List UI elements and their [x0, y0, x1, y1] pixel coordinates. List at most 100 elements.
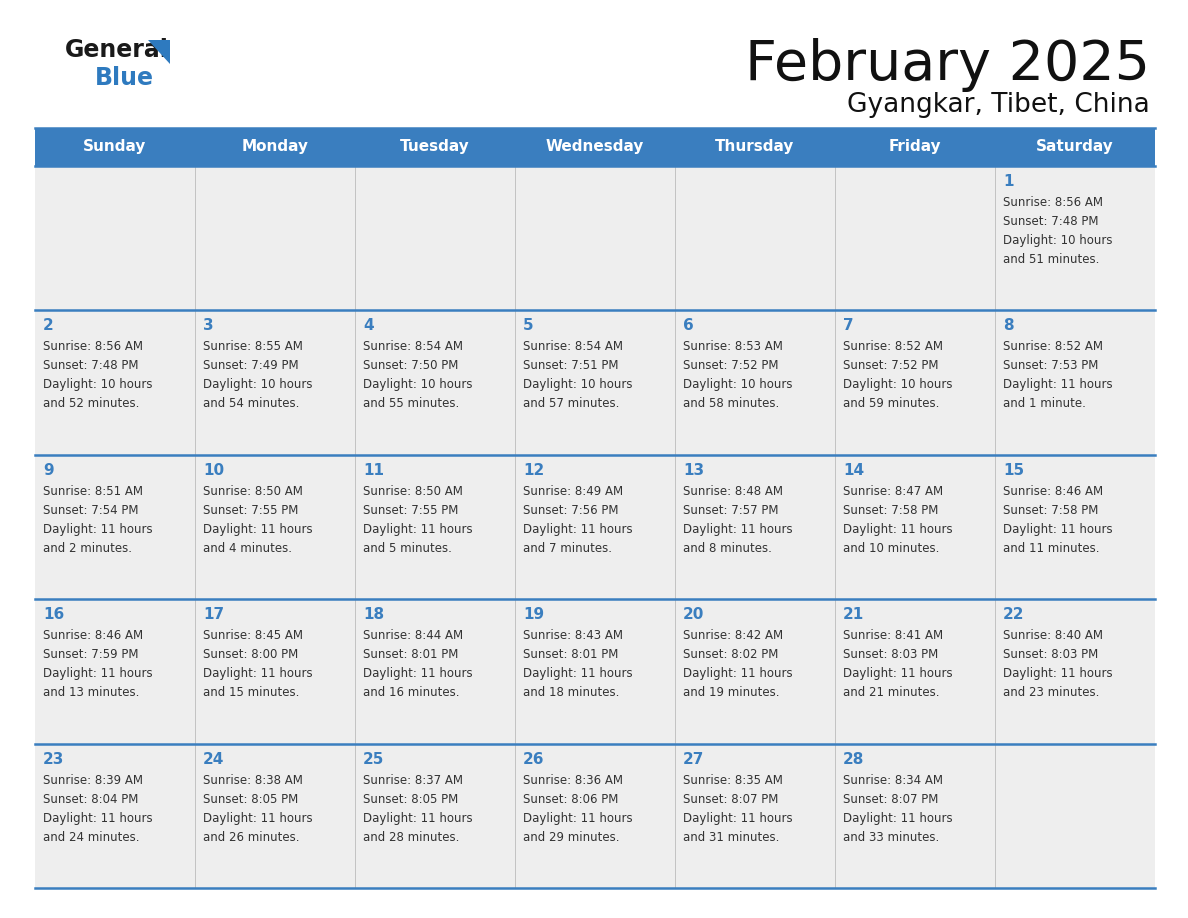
Text: and 2 minutes.: and 2 minutes. — [43, 542, 132, 554]
Text: and 1 minute.: and 1 minute. — [1003, 397, 1086, 410]
Text: 25: 25 — [364, 752, 385, 767]
Text: 16: 16 — [43, 607, 64, 622]
Text: 6: 6 — [683, 319, 694, 333]
Text: 1: 1 — [1003, 174, 1013, 189]
Text: and 18 minutes.: and 18 minutes. — [523, 686, 619, 700]
Text: Monday: Monday — [241, 140, 309, 154]
Bar — [996, 310, 1155, 454]
Text: Sunrise: 8:40 AM: Sunrise: 8:40 AM — [1003, 629, 1102, 643]
Text: Sunset: 7:55 PM: Sunset: 7:55 PM — [203, 504, 298, 517]
Text: and 24 minutes.: and 24 minutes. — [43, 831, 139, 844]
Text: Sunrise: 8:49 AM: Sunrise: 8:49 AM — [523, 485, 624, 498]
Text: Sunset: 8:04 PM: Sunset: 8:04 PM — [43, 792, 138, 806]
Text: Daylight: 10 hours: Daylight: 10 hours — [683, 378, 792, 391]
Text: Sunrise: 8:52 AM: Sunrise: 8:52 AM — [1003, 341, 1102, 353]
Text: Sunset: 8:06 PM: Sunset: 8:06 PM — [523, 792, 619, 806]
Text: Sunrise: 8:37 AM: Sunrise: 8:37 AM — [364, 774, 463, 787]
Text: Daylight: 11 hours: Daylight: 11 hours — [1003, 378, 1113, 391]
Text: Sunrise: 8:51 AM: Sunrise: 8:51 AM — [43, 485, 143, 498]
Text: and 7 minutes.: and 7 minutes. — [523, 542, 612, 554]
Text: and 23 minutes.: and 23 minutes. — [1003, 686, 1099, 700]
Text: Gyangkar, Tibet, China: Gyangkar, Tibet, China — [847, 92, 1150, 118]
Text: Sunrise: 8:41 AM: Sunrise: 8:41 AM — [843, 629, 943, 643]
Text: Daylight: 11 hours: Daylight: 11 hours — [203, 812, 312, 824]
Text: 3: 3 — [203, 319, 214, 333]
Bar — [34, 166, 195, 310]
Text: Daylight: 11 hours: Daylight: 11 hours — [523, 667, 633, 680]
Text: Blue: Blue — [95, 66, 154, 90]
Text: 24: 24 — [203, 752, 225, 767]
Text: Sunset: 7:56 PM: Sunset: 7:56 PM — [523, 504, 619, 517]
Text: Daylight: 11 hours: Daylight: 11 hours — [1003, 522, 1113, 536]
Text: Sunset: 7:50 PM: Sunset: 7:50 PM — [364, 360, 459, 373]
Text: Sunset: 7:51 PM: Sunset: 7:51 PM — [523, 360, 619, 373]
Text: and 59 minutes.: and 59 minutes. — [843, 397, 940, 410]
Bar — [355, 310, 516, 454]
Text: Sunset: 7:58 PM: Sunset: 7:58 PM — [843, 504, 939, 517]
Text: Sunset: 7:59 PM: Sunset: 7:59 PM — [43, 648, 139, 661]
Text: Friday: Friday — [889, 140, 941, 154]
Bar — [835, 310, 996, 454]
Bar — [675, 166, 835, 310]
Text: 23: 23 — [43, 752, 64, 767]
Bar — [996, 744, 1155, 888]
Text: Sunset: 7:52 PM: Sunset: 7:52 PM — [843, 360, 939, 373]
Text: and 28 minutes.: and 28 minutes. — [364, 831, 460, 844]
Bar — [516, 599, 675, 744]
Text: 22: 22 — [1003, 607, 1024, 622]
Text: 21: 21 — [843, 607, 864, 622]
Text: Daylight: 11 hours: Daylight: 11 hours — [203, 522, 312, 536]
Bar — [835, 454, 996, 599]
Text: Sunrise: 8:44 AM: Sunrise: 8:44 AM — [364, 629, 463, 643]
Bar — [355, 166, 516, 310]
Text: and 33 minutes.: and 33 minutes. — [843, 831, 940, 844]
Text: Sunset: 7:53 PM: Sunset: 7:53 PM — [1003, 360, 1099, 373]
Text: and 58 minutes.: and 58 minutes. — [683, 397, 779, 410]
Text: Daylight: 11 hours: Daylight: 11 hours — [683, 812, 792, 824]
Text: Sunrise: 8:39 AM: Sunrise: 8:39 AM — [43, 774, 143, 787]
Text: 17: 17 — [203, 607, 225, 622]
Text: Daylight: 11 hours: Daylight: 11 hours — [683, 522, 792, 536]
Text: and 21 minutes.: and 21 minutes. — [843, 686, 940, 700]
Bar — [355, 599, 516, 744]
Text: and 26 minutes.: and 26 minutes. — [203, 831, 299, 844]
Text: 7: 7 — [843, 319, 854, 333]
Text: Daylight: 11 hours: Daylight: 11 hours — [843, 812, 953, 824]
Text: General: General — [65, 38, 169, 62]
Text: February 2025: February 2025 — [745, 38, 1150, 92]
Bar — [675, 599, 835, 744]
Bar — [675, 744, 835, 888]
Text: Sunset: 7:55 PM: Sunset: 7:55 PM — [364, 504, 459, 517]
Text: Sunrise: 8:42 AM: Sunrise: 8:42 AM — [683, 629, 783, 643]
Text: Tuesday: Tuesday — [400, 140, 470, 154]
Text: Daylight: 11 hours: Daylight: 11 hours — [43, 522, 152, 536]
Bar — [675, 310, 835, 454]
Bar — [516, 454, 675, 599]
Text: Daylight: 11 hours: Daylight: 11 hours — [43, 812, 152, 824]
Text: and 15 minutes.: and 15 minutes. — [203, 686, 299, 700]
Text: Thursday: Thursday — [715, 140, 795, 154]
Text: 26: 26 — [523, 752, 544, 767]
Text: 2: 2 — [43, 319, 53, 333]
Bar — [195, 599, 355, 744]
Text: and 19 minutes.: and 19 minutes. — [683, 686, 779, 700]
Bar — [34, 128, 1155, 166]
Text: Wednesday: Wednesday — [545, 140, 644, 154]
Text: Sunrise: 8:46 AM: Sunrise: 8:46 AM — [1003, 485, 1104, 498]
Bar — [996, 599, 1155, 744]
Text: Saturday: Saturday — [1036, 140, 1114, 154]
Text: Sunset: 8:01 PM: Sunset: 8:01 PM — [523, 648, 619, 661]
Bar — [835, 166, 996, 310]
Bar — [195, 454, 355, 599]
Text: Sunset: 7:52 PM: Sunset: 7:52 PM — [683, 360, 778, 373]
Text: and 13 minutes.: and 13 minutes. — [43, 686, 139, 700]
Text: Sunrise: 8:50 AM: Sunrise: 8:50 AM — [203, 485, 303, 498]
Text: Sunset: 7:58 PM: Sunset: 7:58 PM — [1003, 504, 1099, 517]
Text: Sunset: 8:03 PM: Sunset: 8:03 PM — [843, 648, 939, 661]
Text: Daylight: 10 hours: Daylight: 10 hours — [843, 378, 953, 391]
Bar — [675, 454, 835, 599]
Text: Sunset: 8:01 PM: Sunset: 8:01 PM — [364, 648, 459, 661]
Text: Daylight: 10 hours: Daylight: 10 hours — [43, 378, 152, 391]
Text: Sunrise: 8:45 AM: Sunrise: 8:45 AM — [203, 629, 303, 643]
Text: Sunset: 7:49 PM: Sunset: 7:49 PM — [203, 360, 298, 373]
